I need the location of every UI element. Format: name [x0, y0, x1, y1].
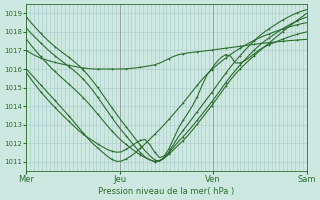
X-axis label: Pression niveau de la mer( hPa ): Pression niveau de la mer( hPa ) [98, 187, 235, 196]
